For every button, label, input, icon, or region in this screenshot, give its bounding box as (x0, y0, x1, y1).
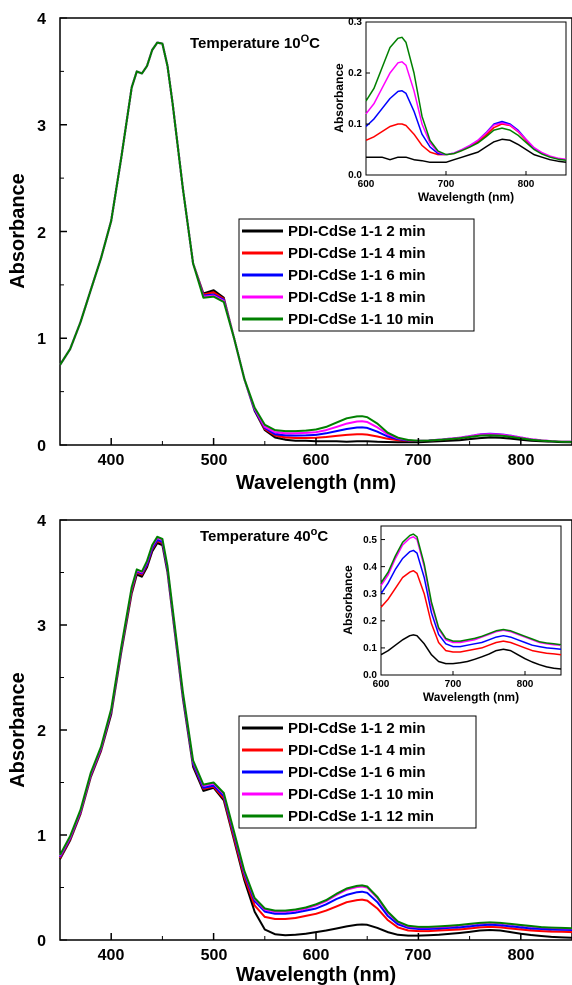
inset-frame (380, 525, 562, 676)
inset-x-tick-label: 600 (358, 179, 375, 190)
legend-label: PDI-CdSe 1-1 4 min (288, 742, 426, 759)
inset-series-line (380, 634, 562, 670)
inset-x-axis-label: Wavelength (nm) (418, 190, 514, 204)
y-tick-label: 4 (37, 11, 46, 28)
legend-label: PDI-CdSe 1-1 8 min (288, 289, 426, 306)
y-tick-label: 2 (37, 723, 46, 740)
legend-label: PDI-CdSe 1-1 6 min (288, 764, 426, 781)
legend-label: PDI-CdSe 1-1 2 min (288, 223, 426, 240)
x-axis (59, 933, 572, 940)
title-unit: C (309, 35, 320, 52)
chart-bottom: 400 500 600 700 800 0 1 2 3 4 Wavelength… (7, 513, 572, 985)
legend: PDI-CdSe 1-1 2 min PDI-CdSe 1-1 4 min PD… (238, 218, 475, 332)
inset-series-line (380, 533, 562, 646)
series-line (59, 542, 572, 939)
title-text: Temperature 40 (200, 528, 311, 545)
y-tick-label: 4 (37, 513, 46, 530)
legend-label: PDI-CdSe 1-1 10 min (288, 311, 434, 328)
y-axis (60, 17, 67, 446)
inset-y-tick-label: 0.0 (363, 670, 377, 681)
x-axis-label: Wavelength (nm) (236, 964, 396, 985)
title-superscript: o (311, 526, 318, 538)
x-axis-label: Wavelength (nm) (236, 472, 396, 494)
inset-series-line (380, 569, 562, 656)
inset-series-line (366, 138, 567, 164)
y-tick-label: 3 (37, 618, 46, 635)
inset-chart: 600 700 800 0.0 0.1 0.2 0.3 0.4 0.5 Wave… (341, 525, 562, 704)
inset-axes (380, 539, 526, 676)
series-group (59, 535, 572, 939)
y-axis (60, 519, 67, 941)
x-axis (59, 438, 572, 445)
inset-y-tick-label: 0.4 (363, 562, 377, 573)
inset-series-line (365, 61, 567, 160)
y-tick-label: 1 (37, 828, 46, 845)
inset-series-group (365, 36, 567, 164)
inset-y-tick-label: 0.1 (348, 119, 362, 130)
chart-title: Temperature 10OC (190, 33, 320, 52)
inset-x-tick-label: 800 (517, 679, 534, 690)
legend-label: PDI-CdSe 1-1 6 min (288, 267, 426, 284)
y-axis-label: Absorbance (7, 173, 29, 289)
legend-label: PDI-CdSe 1-1 4 min (288, 245, 426, 262)
inset-frame (365, 21, 567, 176)
legend-label: PDI-CdSe 1-1 2 min (288, 720, 426, 737)
inset-series-group (380, 533, 562, 670)
inset-y-axis-label: Absorbance (332, 63, 346, 133)
y-axis-label: Absorbance (7, 672, 29, 788)
title-unit: C (317, 528, 328, 545)
x-tick-label: 400 (98, 947, 125, 964)
x-tick-label: 400 (98, 452, 125, 469)
inset-y-axis-label: Absorbance (341, 565, 355, 635)
x-tick-label: 800 (508, 947, 535, 964)
y-tick-label: 0 (37, 933, 46, 950)
x-tick-label: 600 (303, 452, 330, 469)
inset-y-tick-label: 0.3 (363, 589, 377, 600)
inset-chart: 600 700 800 0.0 0.1 0.2 0.3 Wavelength (… (332, 17, 567, 204)
inset-x-tick-label: 700 (445, 679, 462, 690)
legend: PDI-CdSe 1-1 2 min PDI-CdSe 1-1 4 min PD… (238, 715, 477, 829)
title-superscript: O (301, 33, 310, 45)
x-tick-label: 600 (303, 947, 330, 964)
inset-y-tick-label: 0.2 (348, 68, 362, 79)
legend-label: PDI-CdSe 1-1 12 min (288, 808, 434, 825)
inset-y-tick-label: 0.3 (348, 17, 362, 28)
x-tick-label: 800 (508, 452, 535, 469)
chart-top: 400 500 600 700 800 0 1 2 3 4 Wavelength… (7, 11, 572, 494)
inset-x-tick-label: 800 (518, 179, 535, 190)
inset-y-tick-label: 0.5 (363, 535, 377, 546)
x-tick-label: 500 (201, 452, 228, 469)
inset-y-tick-label: 0.1 (363, 643, 377, 654)
x-tick-label: 500 (201, 947, 228, 964)
x-tick-label: 700 (405, 452, 432, 469)
series-line (59, 41, 572, 443)
y-tick-label: 0 (37, 438, 46, 455)
inset-x-tick-label: 600 (373, 679, 390, 690)
x-tick-label: 700 (405, 947, 432, 964)
y-tick-label: 2 (37, 225, 46, 242)
legend-label: PDI-CdSe 1-1 10 min (288, 786, 434, 803)
chart-title: Temperature 40oC (200, 526, 328, 545)
series-line (59, 535, 572, 930)
inset-y-tick-label: 0.2 (363, 616, 377, 627)
inset-x-tick-label: 700 (438, 179, 455, 190)
y-tick-label: 3 (37, 118, 46, 135)
y-tick-label: 1 (37, 331, 46, 348)
inset-y-tick-label: 0.0 (348, 170, 362, 181)
inset-x-axis-label: Wavelength (nm) (423, 690, 519, 704)
inset-series-line (365, 36, 567, 161)
series-group (59, 41, 572, 444)
inset-series-line (380, 549, 562, 651)
inset-axes (365, 21, 527, 176)
title-text: Temperature 10 (190, 35, 301, 52)
